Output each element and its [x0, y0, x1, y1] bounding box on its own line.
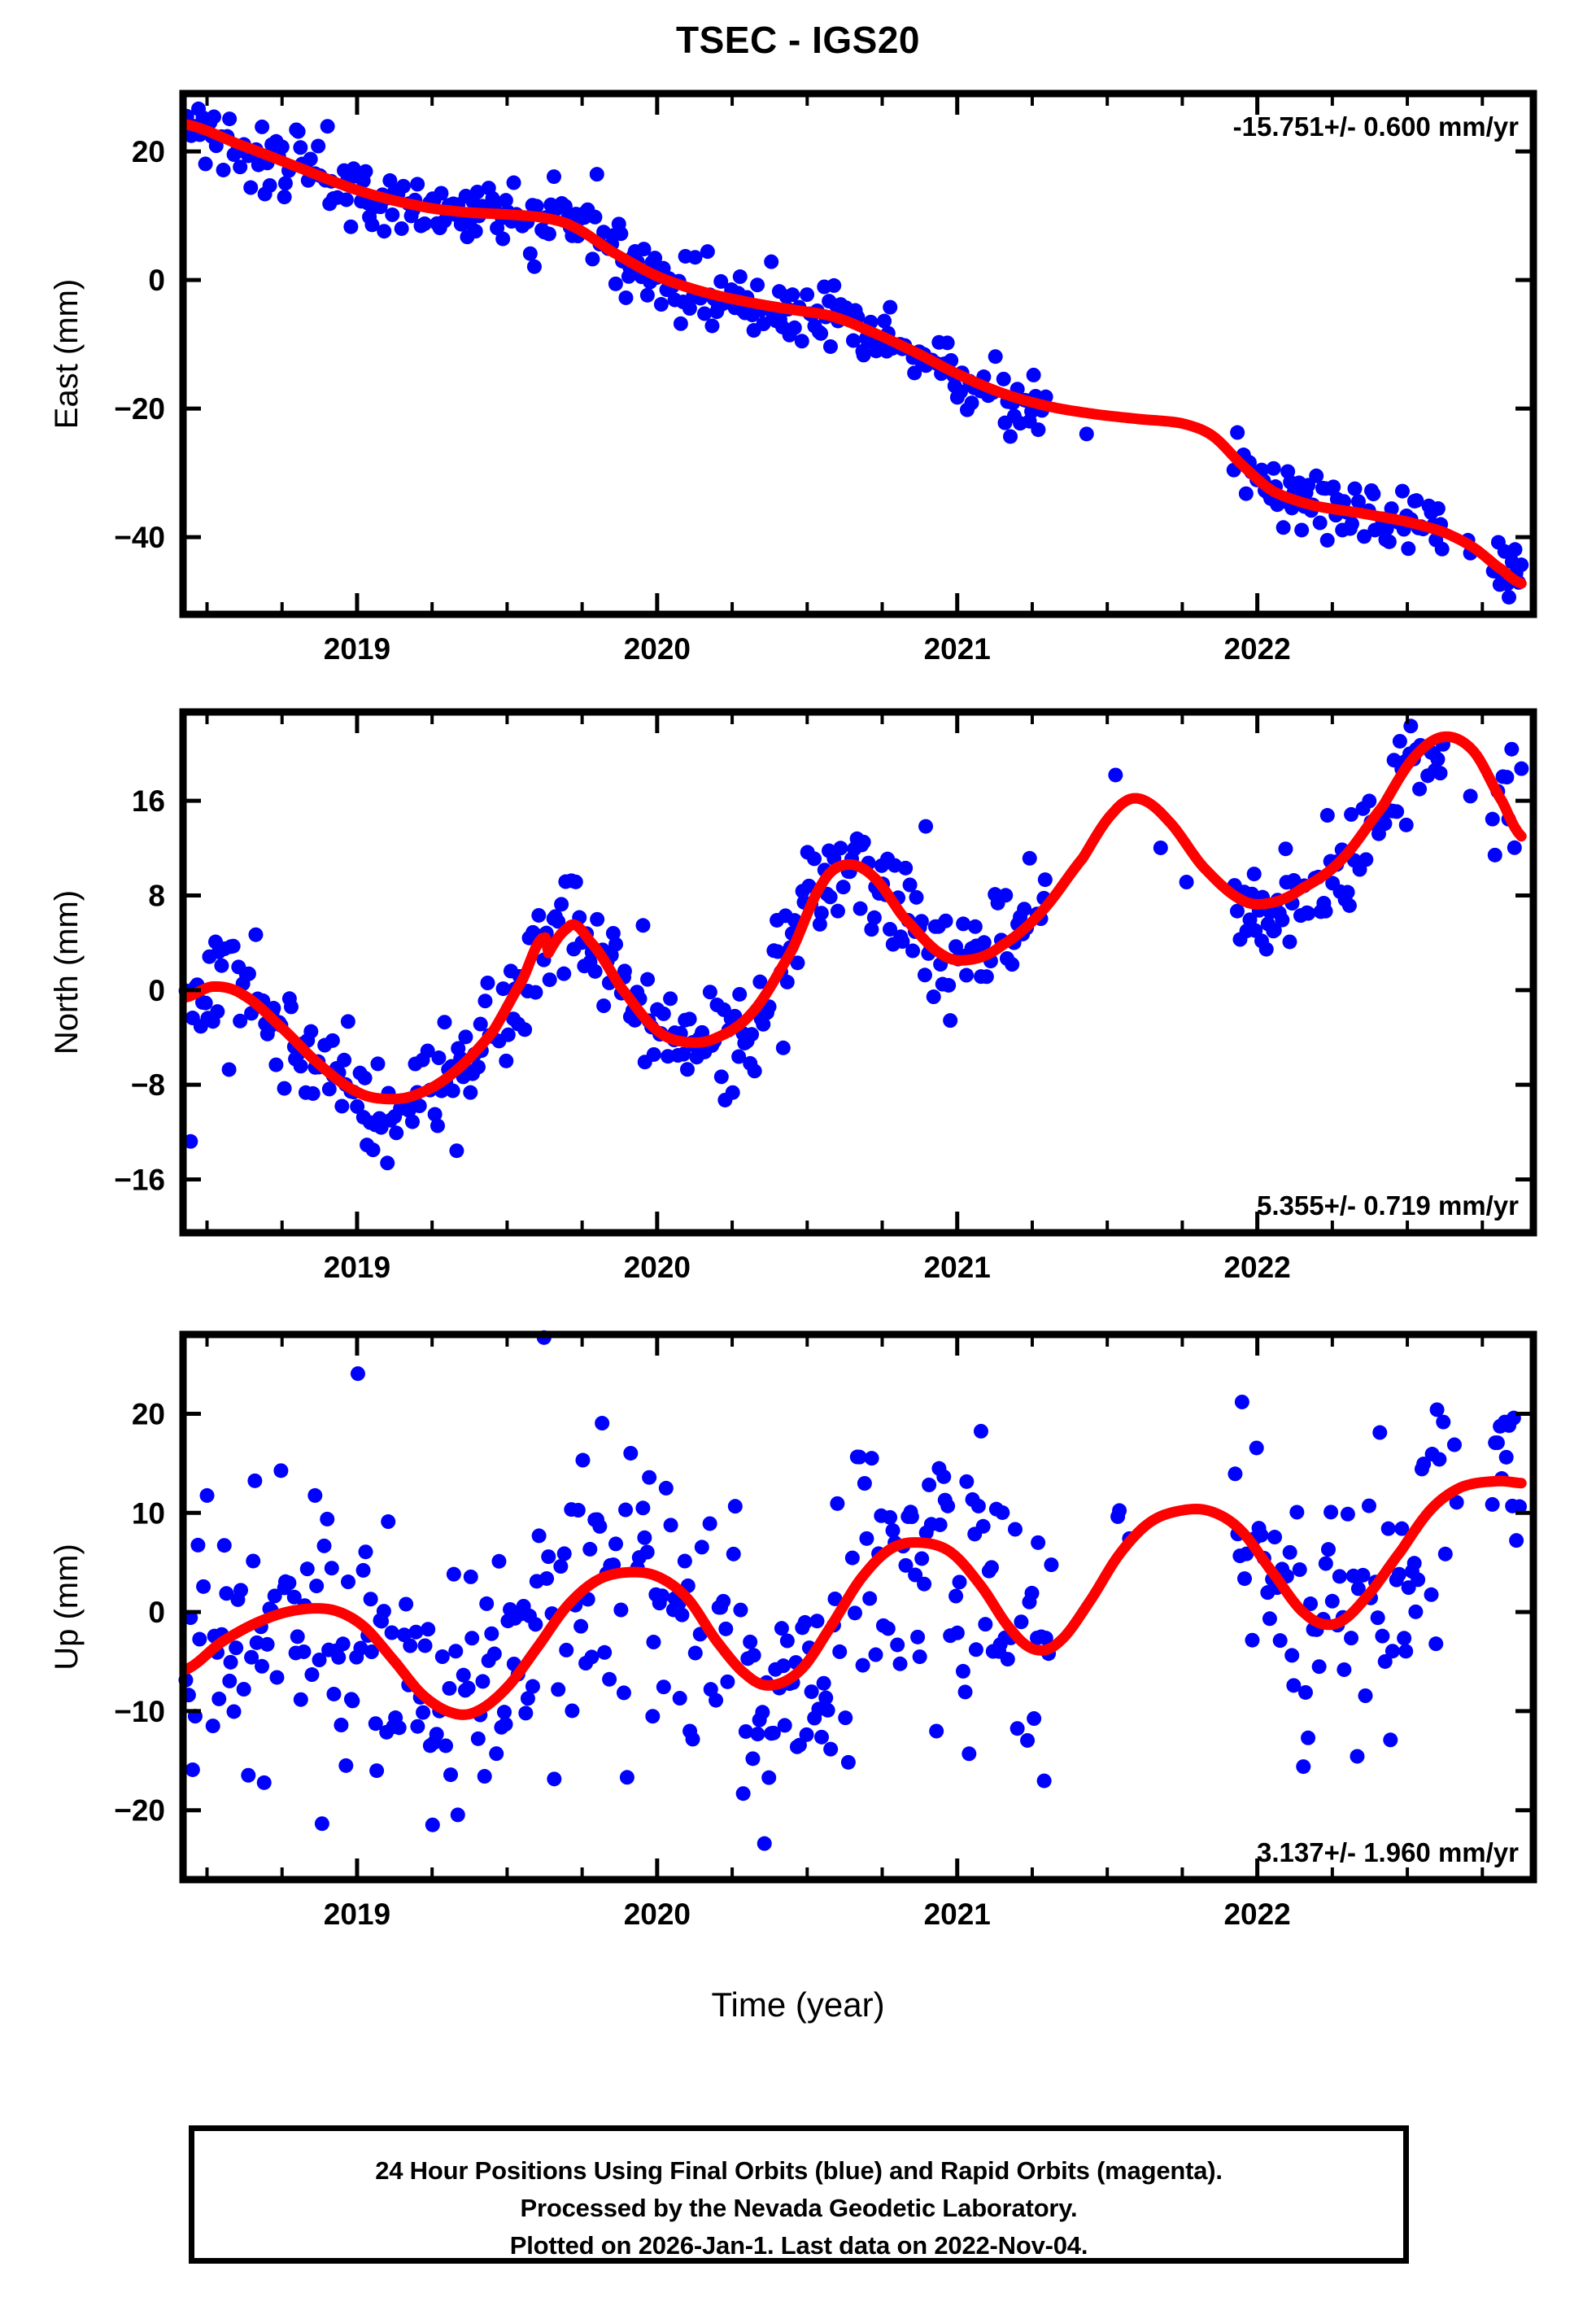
y-tick-label: 20	[132, 1397, 165, 1430]
y-tick-label: 8	[148, 879, 165, 912]
x-tick-label: 2022	[1223, 632, 1290, 666]
y-tick-label: 16	[132, 784, 165, 818]
y-axis-title: East (mm)	[49, 279, 85, 429]
plot-frame	[179, 708, 1537, 1237]
x-tick-label: 2021	[924, 1898, 991, 1931]
panel-north: 16 8 0 −8 −16 2019 2020 2021 2022 North (mm) 5.355…	[0, 696, 1596, 1314]
plot-frame	[179, 90, 1537, 618]
caption-line-3: Plotted on 2026-Jan-1. Last data on 2022…	[509, 2231, 1088, 2260]
caption-line-2: Processed by the Nevada Geodetic Laborat…	[520, 2194, 1078, 2222]
y-tick-label: −20	[114, 1794, 165, 1828]
y-tick-label: −8	[131, 1068, 165, 1102]
fit-line-east	[181, 119, 1527, 589]
y-tick-label: 0	[148, 974, 165, 1007]
y-tick-label: 10	[132, 1496, 165, 1530]
rate-annotation-north: 5.355+/- 0.719 mm/yr	[1257, 1190, 1519, 1221]
y-tick-label: −16	[114, 1164, 165, 1197]
y-tick-label: −20	[114, 392, 165, 426]
rate-annotation-up: 3.137+/- 1.960 mm/yr	[1257, 1837, 1519, 1867]
chart-north: 16 8 0 −8 −16 2019 2020 2021 2022 North (mm) 5.355…	[49, 708, 1537, 1284]
figure-caption-box: 24 Hour Positions Using Final Orbits (bl…	[189, 2125, 1409, 2264]
x-axis-title: Time (year)	[711, 1985, 885, 2024]
panel-up: 20 10 0 −10 −20 2019 2020 2021 2022 Up (mm) 3.137+…	[0, 1318, 1596, 1961]
x-tick-label: 2020	[624, 1898, 691, 1931]
plot-area	[183, 712, 1533, 1233]
plot-frame	[179, 1330, 1537, 1884]
panel-east: 20 0 −20 −40 2019 2020 2021 2022 East (mm) -15.75…	[0, 77, 1596, 696]
x-tick-label: 2019	[324, 632, 390, 666]
x-tick-label: 2019	[324, 1251, 390, 1284]
caption-line-1: 24 Hour Positions Using Final Orbits (bl…	[375, 2156, 1223, 2185]
y-axis-title: North (mm)	[49, 890, 85, 1055]
y-tick-label: 0	[148, 264, 165, 297]
x-tick-label: 2020	[624, 632, 691, 666]
x-tick-label: 2021	[924, 632, 991, 666]
y-tick-label: 20	[132, 135, 165, 168]
chart-up: 20 10 0 −10 −20 2019 2020 2021 2022 Up (mm) 3.137+…	[49, 1330, 1537, 1931]
x-tick-label: 2020	[624, 1251, 691, 1284]
fit-line-up	[181, 1475, 1527, 1720]
x-tick-label: 2022	[1223, 1251, 1290, 1284]
page-title: TSEC - IGS20	[676, 19, 920, 61]
fit-line-north	[181, 731, 1527, 1105]
y-axis-title: Up (mm)	[49, 1544, 85, 1671]
data-points-north	[178, 718, 1529, 1171]
chart-east: 20 0 −20 −40 2019 2020 2021 2022 East (mm) -15.75…	[49, 90, 1537, 666]
y-tick-label: 0	[148, 1596, 165, 1629]
x-tick-label: 2021	[924, 1251, 991, 1284]
y-tick-label: −40	[114, 521, 165, 554]
y-tick-label: −10	[114, 1695, 165, 1728]
rate-annotation-east: -15.751+/- 0.600 mm/yr	[1233, 111, 1519, 142]
x-tick-label: 2019	[324, 1898, 390, 1931]
x-tick-label: 2022	[1223, 1898, 1290, 1931]
